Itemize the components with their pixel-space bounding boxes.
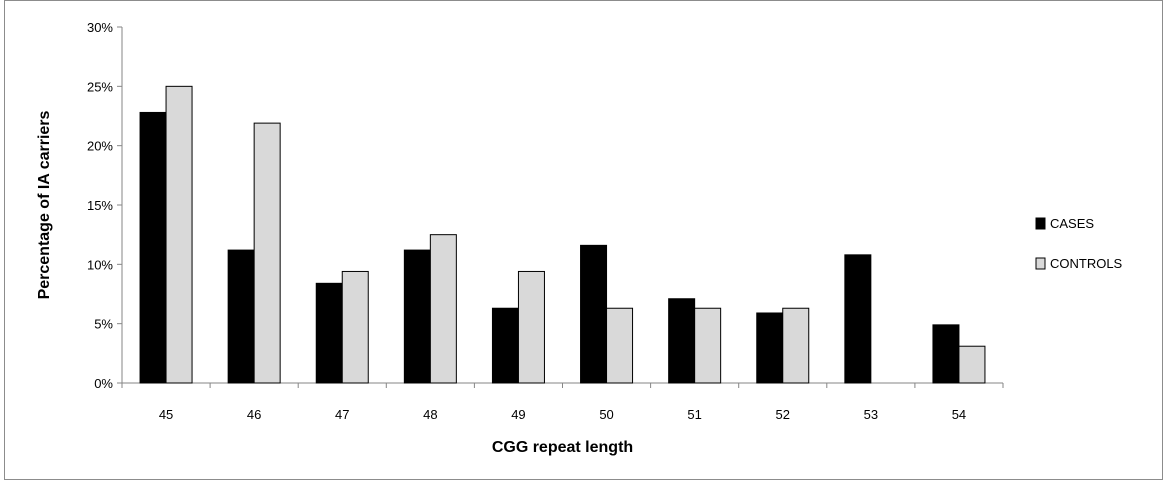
x-tick-label: 52 xyxy=(776,407,790,422)
x-tick-label: 47 xyxy=(335,407,349,422)
y-axis-title: Percentage of IA carriers xyxy=(36,110,53,299)
x-axis-title: CGG repeat length xyxy=(492,439,633,456)
y-tick-label: 30% xyxy=(87,20,113,35)
x-tick-label: 45 xyxy=(159,407,173,422)
controls-bar xyxy=(254,123,280,383)
x-tick-label: 54 xyxy=(952,407,966,422)
legend-label-controls: CONTROLS xyxy=(1050,256,1123,271)
y-tick-label: 15% xyxy=(87,198,113,213)
legend-swatch-controls xyxy=(1036,258,1045,269)
x-tick-label: 50 xyxy=(599,407,613,422)
x-tick-label: 49 xyxy=(511,407,525,422)
controls-bar xyxy=(783,308,809,383)
controls-bar xyxy=(607,308,633,383)
controls-bar xyxy=(959,346,985,383)
x-tick-label: 48 xyxy=(423,407,437,422)
legend-swatch-cases xyxy=(1036,218,1045,229)
controls-bar xyxy=(695,308,721,383)
y-tick-label: 10% xyxy=(87,257,113,272)
y-tick-label: 0% xyxy=(94,376,113,391)
legend-label-cases: CASES xyxy=(1050,216,1094,231)
bars xyxy=(140,86,985,383)
controls-bar xyxy=(430,235,456,383)
y-tick-label: 5% xyxy=(94,317,113,332)
cases-bar xyxy=(140,112,166,383)
controls-bar xyxy=(166,86,192,383)
cases-bar xyxy=(316,283,342,383)
y-tick-label: 25% xyxy=(87,79,113,94)
cases-bar xyxy=(845,255,871,383)
y-axis: 0% 5% 10% 15% 20% 25% 30% xyxy=(87,20,122,391)
x-axis: 45 46 47 48 49 50 51 52 53 54 xyxy=(122,383,1003,422)
cases-bar xyxy=(228,250,254,383)
cases-bar xyxy=(404,250,430,383)
cases-bar xyxy=(581,245,607,383)
x-tick-label: 53 xyxy=(864,407,878,422)
x-tick-label: 46 xyxy=(247,407,261,422)
controls-bar xyxy=(518,271,544,383)
x-tick-label: 51 xyxy=(687,407,701,422)
cases-bar xyxy=(757,313,783,383)
cases-bar xyxy=(492,308,518,383)
controls-bar xyxy=(342,271,368,383)
y-tick-label: 20% xyxy=(87,139,113,154)
legend: CASES CONTROLS xyxy=(1036,216,1123,271)
cases-bar xyxy=(669,299,695,383)
cases-bar xyxy=(933,325,959,383)
